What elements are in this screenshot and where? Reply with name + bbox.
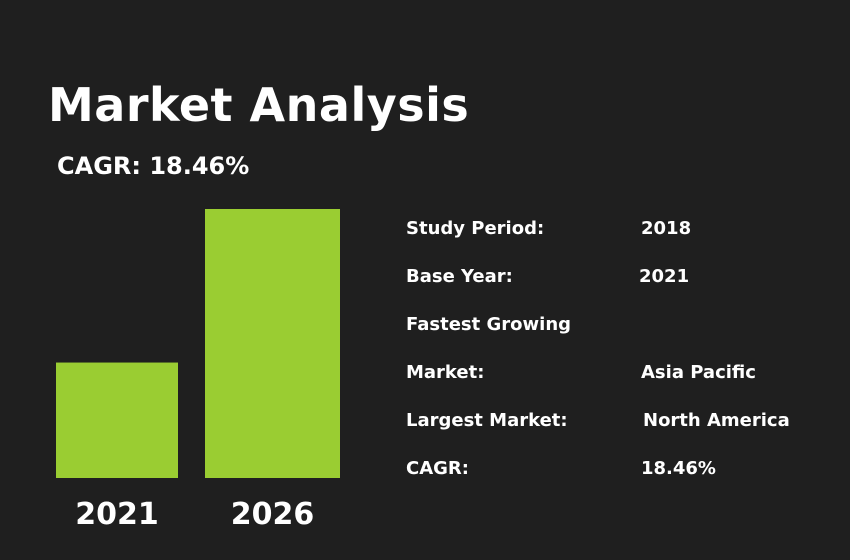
info-label-market: Market: <box>406 362 485 383</box>
info-label-study-period: Study Period: <box>406 218 545 239</box>
cagr-headline: CAGR: 18.46% <box>57 152 250 180</box>
info-value-cagr: 18.46% <box>641 458 716 479</box>
info-label-base-year: Base Year: <box>406 266 513 287</box>
info-label-largest-market: Largest Market: <box>406 410 568 431</box>
info-value-market: Asia Pacific <box>641 362 756 383</box>
info-value-study-period: 2018 <box>641 218 692 239</box>
info-value-largest-market: North America <box>643 410 790 431</box>
info-label-fastest-growing: Fastest Growing <box>406 314 572 335</box>
bar-2021 <box>56 362 178 478</box>
x-tick-label-2021: 2021 <box>75 497 159 532</box>
x-tick-label-2026: 2026 <box>231 497 315 532</box>
bar-2026 <box>205 209 340 478</box>
page-title: Market Analysis <box>48 78 470 132</box>
info-value-base-year: 2021 <box>639 266 690 287</box>
info-label-cagr: CAGR: <box>406 458 469 479</box>
